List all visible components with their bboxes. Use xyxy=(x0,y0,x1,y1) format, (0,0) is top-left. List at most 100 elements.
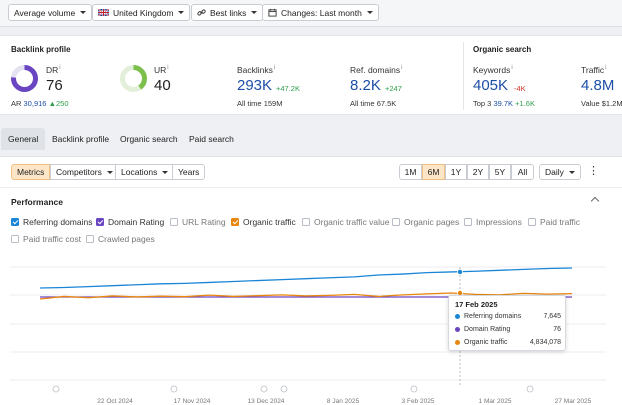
range-2y[interactable]: 2Y xyxy=(467,164,489,180)
ur-ring-chart xyxy=(120,65,147,92)
dr-value: 76 xyxy=(46,77,63,94)
more-options-icon[interactable]: ⋮ xyxy=(588,165,599,177)
series-line-organic-traffic xyxy=(39,292,573,300)
ur-label: URi xyxy=(154,65,169,75)
backlinks-alltime: All time 159M xyxy=(237,99,283,108)
chevron-down-icon xyxy=(568,170,575,174)
checkbox-referring-domains[interactable]: Referring domains xyxy=(11,217,92,227)
x-tick-label: 17 Nov 2024 xyxy=(174,398,211,405)
top3-row: Top 3 39.7K +1.6K xyxy=(473,99,535,108)
arrow-up-icon: ▲ xyxy=(48,99,56,108)
traffic-value[interactable]: 4.8M xyxy=(581,77,615,94)
range-5y[interactable]: 5Y xyxy=(489,164,511,180)
info-icon: i xyxy=(273,65,276,71)
keywords-value[interactable]: 405K xyxy=(473,77,509,94)
annotation-marker xyxy=(410,385,418,393)
tab-backlink-profile[interactable]: Backlink profile xyxy=(52,134,110,144)
traffic-value-row: Value $1.2M xyxy=(581,99,622,108)
backlink-profile-title: Backlink profile xyxy=(11,45,71,54)
x-tick-label: 13 Dec 2024 xyxy=(248,398,285,405)
ref-domains-value[interactable]: 8.2K xyxy=(350,77,381,94)
keywords-change: -4K xyxy=(514,84,526,93)
checkbox-url-rating[interactable]: URL Rating xyxy=(170,217,226,227)
checkbox-paid-traffic-cost[interactable]: Paid traffic cost xyxy=(11,234,81,244)
tab-general[interactable]: General xyxy=(1,128,46,150)
range-all[interactable]: All xyxy=(511,164,534,180)
backlinks-change: +47.2K xyxy=(276,84,300,93)
organic-search-title: Organic search xyxy=(473,45,532,54)
keywords-label: Keywordsi xyxy=(473,65,513,75)
chevron-up-icon[interactable] xyxy=(590,196,600,206)
hover-point xyxy=(456,268,463,275)
range-6m[interactable]: 6M xyxy=(422,164,445,180)
checkbox-organic-pages[interactable]: Organic pages xyxy=(392,217,459,227)
performance-panel: Metrics Competitors Locations Years 1M 6… xyxy=(0,156,622,405)
competitors-dropdown[interactable]: Competitors xyxy=(50,164,119,180)
tab-paid-search[interactable]: Paid search xyxy=(189,134,234,144)
filter-bar: Average volume United Kingdom Best links… xyxy=(0,0,622,27)
info-icon: i xyxy=(605,65,607,71)
metrics-tab[interactable]: Metrics xyxy=(11,164,51,180)
info-icon: i xyxy=(401,65,403,71)
info-icon: i xyxy=(59,65,61,71)
ref-domains-change: +247 xyxy=(385,84,402,93)
range-1y[interactable]: 1Y xyxy=(445,164,467,180)
chevron-down-icon xyxy=(162,170,169,174)
x-tick-label: 1 Mar 2025 xyxy=(479,398,512,405)
performance-title: Performance xyxy=(11,197,63,207)
chevron-down-icon xyxy=(80,11,87,14)
tooltip-row-referring-domains: Referring domains 7,645 xyxy=(455,313,561,320)
ar-change: ▲250 xyxy=(48,99,69,108)
legend-dot xyxy=(455,327,460,332)
overview-metrics: Backlink profile DRi 76 AR 30,916 ▲250 U… xyxy=(0,35,622,115)
checkbox-impressions[interactable]: Impressions xyxy=(464,217,522,227)
country-dropdown[interactable]: United Kingdom xyxy=(92,4,191,21)
checkbox-paid-traffic[interactable]: Paid traffic xyxy=(528,217,580,227)
checkbox-organic-traffic[interactable]: Organic traffic xyxy=(231,217,296,227)
calendar-icon xyxy=(268,8,277,17)
traffic-label: Traffici xyxy=(581,65,607,75)
top3-value[interactable]: 39.7K xyxy=(493,99,514,108)
performance-chart[interactable]: 22 Oct 2024 17 Nov 2024 13 Dec 2024 8 Jan 2… xyxy=(0,262,622,405)
annotation-marker xyxy=(280,385,288,393)
links-label: Best links xyxy=(210,7,247,18)
legend-dot xyxy=(455,340,460,345)
legend-dot xyxy=(455,314,460,319)
checkbox-crawled-pages[interactable]: Crawled pages xyxy=(86,234,155,244)
x-tick-label: 27 Mar 2025 xyxy=(555,398,592,405)
interval-dropdown[interactable]: Daily xyxy=(539,164,581,180)
years-tab[interactable]: Years xyxy=(172,164,206,180)
x-tick-label: 22 Oct 2024 xyxy=(97,398,133,405)
ar-value[interactable]: 30,916 xyxy=(23,99,47,108)
checkbox-domain-rating[interactable]: Domain Rating xyxy=(96,217,164,227)
checkbox-organic-traffic-value[interactable]: Organic traffic value xyxy=(302,217,389,227)
chevron-down-icon xyxy=(366,11,373,14)
info-icon: i xyxy=(511,65,513,71)
tooltip-row-domain-rating: Domain Rating 76 xyxy=(455,326,561,333)
annotation-marker xyxy=(260,385,268,393)
range-1m[interactable]: 1M xyxy=(399,164,422,180)
locations-dropdown[interactable]: Locations xyxy=(115,164,175,180)
dr-label: DRi xyxy=(46,65,61,75)
chart-tooltip: 17 Feb 2025 Referring domains 7,645 Domai… xyxy=(448,295,566,351)
tab-organic-search[interactable]: Organic search xyxy=(120,134,178,144)
x-tick-label: 3 Feb 2025 xyxy=(402,398,435,405)
dr-ring-fill xyxy=(11,65,38,92)
annotation-marker xyxy=(52,385,60,393)
annotation-marker xyxy=(526,385,534,393)
dr-ring-chart xyxy=(11,65,38,92)
x-tick-label: 8 Jan 2025 xyxy=(327,398,360,405)
top3-change: +1.6K xyxy=(515,99,535,108)
volume-dropdown[interactable]: Average volume xyxy=(8,4,93,21)
chevron-down-icon xyxy=(178,11,185,14)
uk-flag-icon xyxy=(98,9,109,16)
backlinks-value[interactable]: 293K xyxy=(237,77,273,94)
changes-dropdown[interactable]: Changes: Last month xyxy=(262,4,379,21)
series-line-referring-domains xyxy=(39,267,573,289)
ur-ring-fill xyxy=(120,65,147,92)
ur-value: 40 xyxy=(154,77,171,94)
chevron-down-icon xyxy=(251,11,258,14)
section-divider xyxy=(463,42,464,110)
links-dropdown[interactable]: Best links xyxy=(191,4,264,21)
ref-domains-label: Ref. domainsi xyxy=(350,65,403,75)
